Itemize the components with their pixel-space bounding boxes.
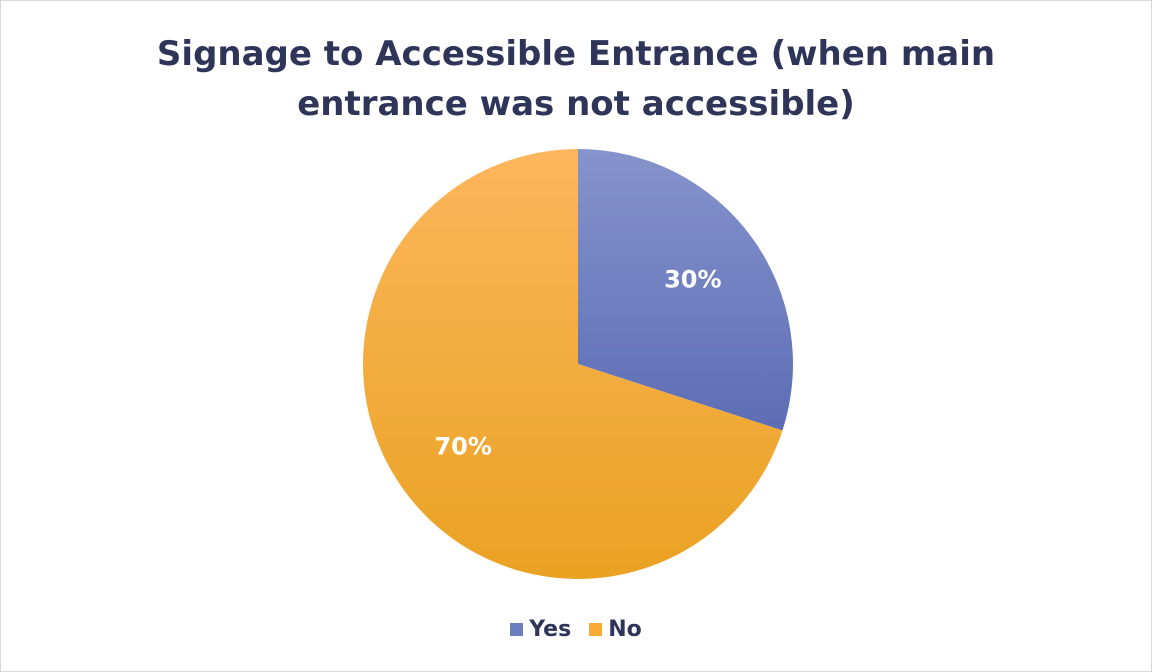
legend: Yes No (1, 617, 1151, 642)
pie-slice-no (363, 149, 783, 579)
legend-label-no: No (608, 617, 642, 642)
chart-title: Signage to Accessible Entrance (when mai… (1, 29, 1151, 129)
data-label-no: 70% (434, 432, 491, 460)
legend-swatch-yes (510, 623, 524, 636)
legend-swatch-no (589, 623, 603, 636)
chart-title-line-2: entrance was not accessible) (297, 84, 855, 124)
legend-item-no: No (589, 617, 642, 642)
legend-label-yes: Yes (529, 617, 572, 642)
chart-title-line-1: Signage to Accessible Entrance (when mai… (156, 34, 996, 74)
legend-item-yes: Yes (510, 617, 571, 642)
data-label-yes: 30% (664, 266, 721, 294)
pie-slice-yes (578, 149, 793, 431)
